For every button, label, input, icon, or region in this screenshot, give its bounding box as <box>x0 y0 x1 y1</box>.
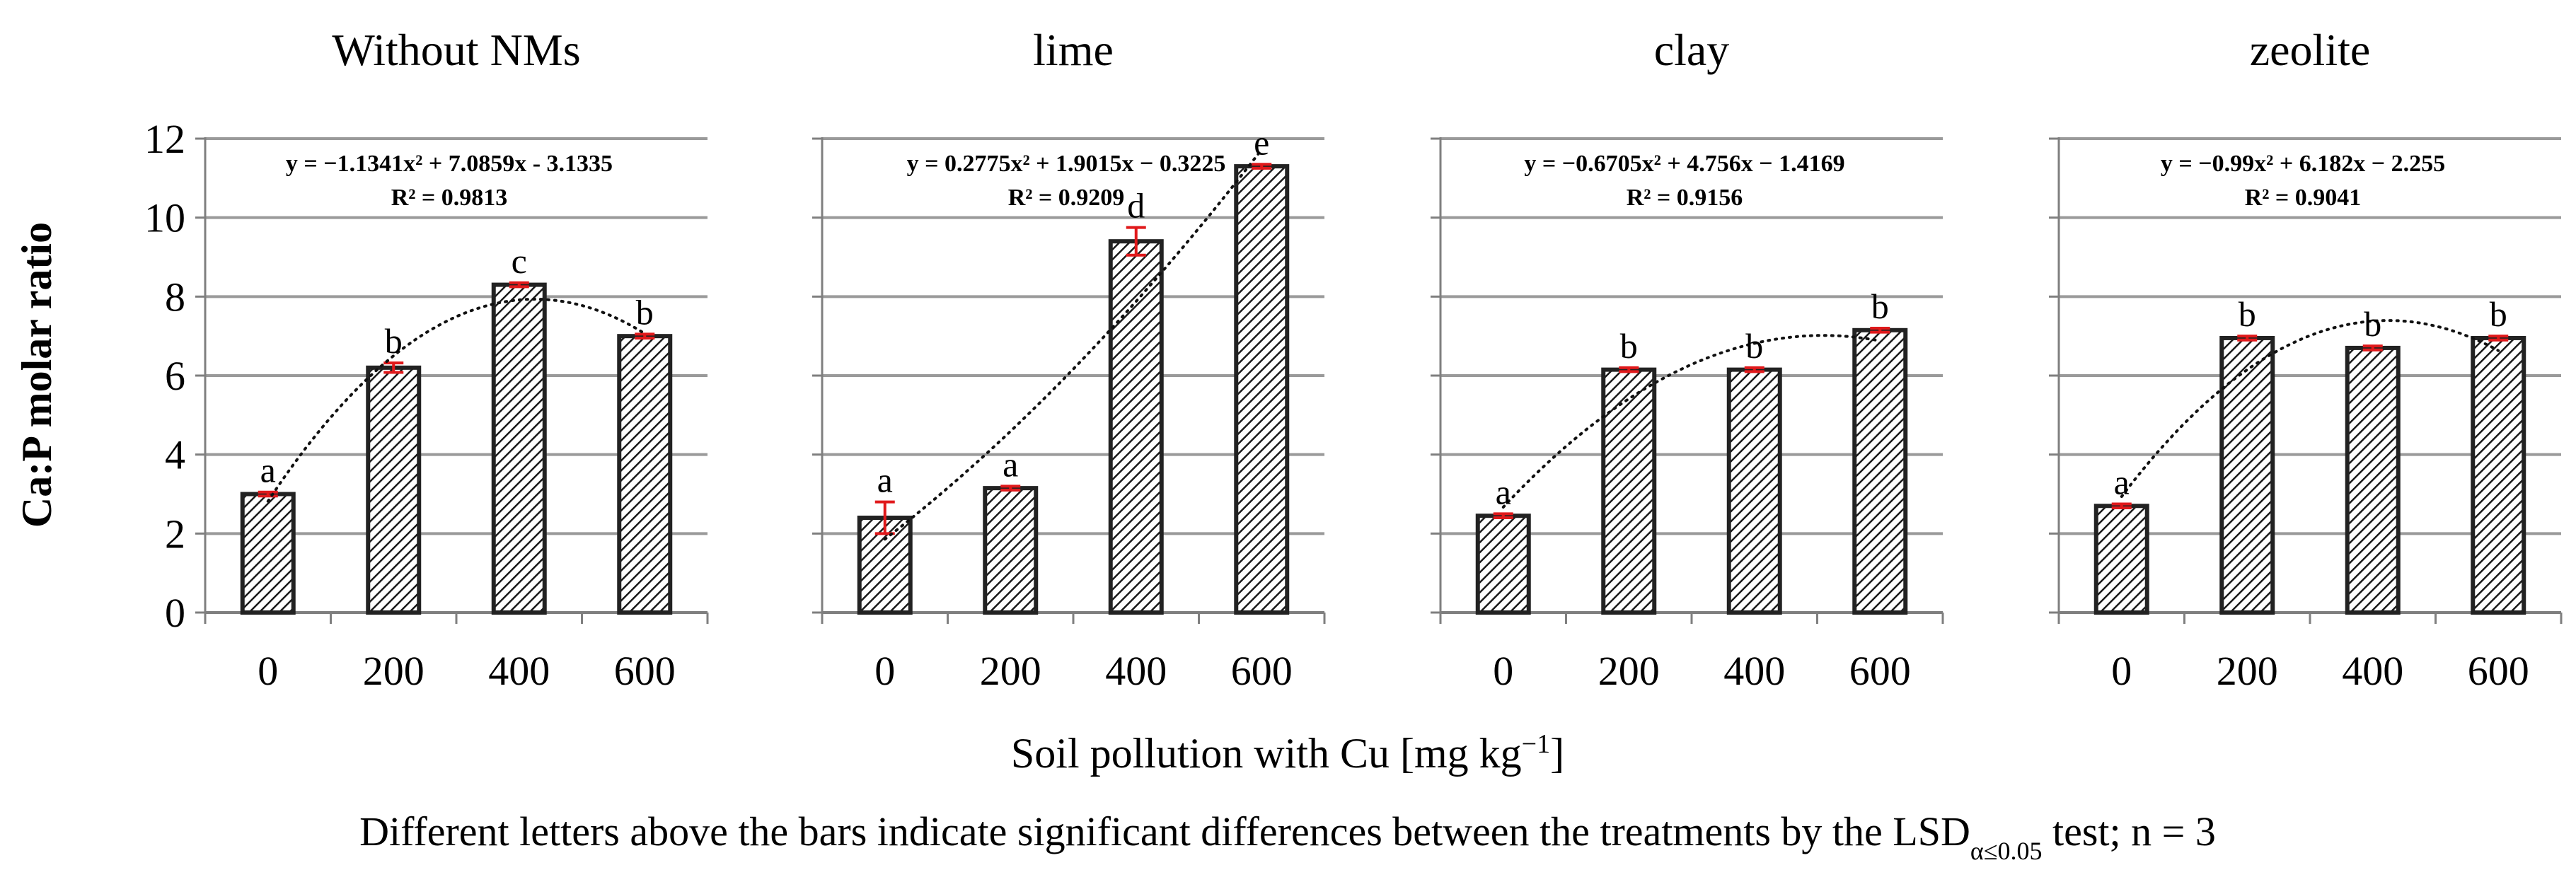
x-tick-label: 600 <box>614 648 676 694</box>
bar <box>1234 164 1290 615</box>
significance-letter: a <box>877 460 893 500</box>
bar <box>2345 345 2401 615</box>
x-tick-label: 600 <box>1849 648 1911 694</box>
y-tick-label: 2 <box>165 511 185 557</box>
bar <box>1108 239 1164 615</box>
x-tick-label: 200 <box>1598 648 1660 694</box>
trendline-equation: y = −0.99x² + 6.182x − 2.255 <box>2161 151 2445 177</box>
x-tick-label: 400 <box>2342 648 2403 694</box>
bar <box>983 486 1039 615</box>
bar <box>366 365 422 615</box>
bar <box>857 516 913 615</box>
panel-title: Without NMs <box>332 25 580 75</box>
panel-title: clay <box>1654 25 1730 75</box>
x-tick-label: 200 <box>363 648 424 694</box>
y-tick-label: 6 <box>165 353 185 399</box>
significance-letter: b <box>1620 326 1638 366</box>
significance-letter: b <box>636 292 654 332</box>
bar <box>2471 335 2526 615</box>
bar <box>491 282 547 615</box>
x-tick-label: 0 <box>1493 648 1513 694</box>
panel-title: zeolite <box>2250 25 2371 75</box>
y-tick-label: 10 <box>144 195 185 241</box>
significance-letter: b <box>1745 326 1763 366</box>
footnote-text: Different letters above the bars indicat… <box>359 808 1970 854</box>
x-tick-label: 400 <box>488 648 550 694</box>
x-tick-label: 600 <box>2468 648 2529 694</box>
bar <box>1475 514 1531 615</box>
panel-2: a a d e 0 200 400 600 lime y = 0.2775x² + 1.9015x… <box>812 25 1326 694</box>
bar <box>617 334 673 615</box>
x-axis-title-superscript: −1 <box>1522 729 1550 759</box>
panel-1: 0 2 4 6 8 10 12 a b c b 0 200 400 600 Without NMs y = −1… <box>144 25 709 694</box>
footnote-subscript: α≤0.05 <box>1970 837 2043 865</box>
x-tick-label: 200 <box>2217 648 2278 694</box>
significance-letter: b <box>2364 304 2381 344</box>
significance-letter: a <box>1496 472 1511 511</box>
y-tick-label: 12 <box>144 116 185 162</box>
trendline-equation: y = −1.1341x² + 7.0859x - 3.1335 <box>286 151 613 177</box>
trendline-r-squared: R² = 0.9813 <box>391 185 508 211</box>
x-axis-title-text: Soil pollution with Cu [mg kg <box>1011 730 1522 777</box>
trendline-equation: y = 0.2775x² + 1.9015x − 0.3225 <box>907 151 1226 177</box>
significance-letter: a <box>260 451 276 490</box>
bar <box>240 492 296 615</box>
trendline <box>266 298 647 503</box>
trendline-r-squared: R² = 0.9209 <box>1008 185 1125 211</box>
bar <box>1726 367 1782 615</box>
bar <box>2219 335 2275 615</box>
significance-letter: d <box>1127 186 1145 226</box>
x-tick-label: 400 <box>1105 648 1167 694</box>
x-tick-label: 0 <box>2111 648 2132 694</box>
bar <box>1852 327 1908 615</box>
trendline-r-squared: R² = 0.9156 <box>1627 185 1743 211</box>
x-tick-label: 200 <box>980 648 1041 694</box>
bar <box>2093 504 2149 615</box>
trendline <box>1501 334 1882 509</box>
trendline <box>2120 319 2500 498</box>
bar <box>1601 367 1657 615</box>
y-tick-label: 0 <box>165 590 185 636</box>
x-axis-title: Soil pollution with Cu [mg kg−1] <box>1011 729 1564 777</box>
y-tick-label: 4 <box>165 432 185 478</box>
trendline-equation: y = −0.6705x² + 4.756x − 1.4169 <box>1524 151 1844 177</box>
footnote-text-end: test; n = 3 <box>2042 808 2215 854</box>
significance-letter: a <box>2114 462 2130 501</box>
significance-letter: b <box>1871 286 1889 326</box>
footnote: Different letters above the bars indicat… <box>359 808 2216 865</box>
panel-4: a b b b 0 200 400 600 zeolite y = −0.99x² + 6.182… <box>2049 25 2563 694</box>
y-axis-title: Ca:P molar ratio <box>13 222 60 528</box>
x-tick-label: 0 <box>874 648 895 694</box>
significance-letter: e <box>1254 122 1269 162</box>
x-axis-title-end: ] <box>1550 730 1564 777</box>
trendline-r-squared: R² = 0.9041 <box>2245 185 2362 211</box>
significance-letter: b <box>2239 294 2256 334</box>
panel-3: a b b b 0 200 400 600 clay y = −0.6705x² + 4.756x… <box>1431 25 1944 694</box>
y-tick-label: 8 <box>165 274 185 320</box>
x-tick-label: 400 <box>1723 648 1785 694</box>
significance-letter: b <box>385 321 403 361</box>
significance-letter: c <box>512 241 527 281</box>
trendline <box>883 148 1264 541</box>
x-tick-label: 600 <box>1231 648 1293 694</box>
panel-title: lime <box>1033 25 1114 75</box>
significance-letter: b <box>2490 294 2507 334</box>
x-tick-label: 0 <box>258 648 278 694</box>
significance-letter: a <box>1003 444 1018 484</box>
